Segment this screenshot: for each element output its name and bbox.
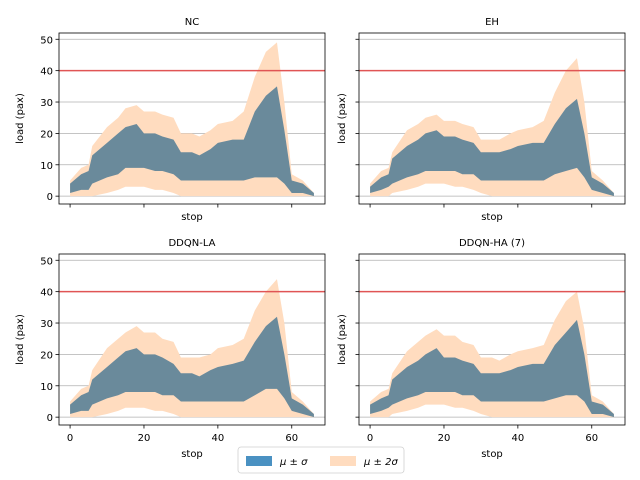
legend-label: μ ± 2σ <box>363 457 398 468</box>
y-tick-label: 0 <box>47 413 53 424</box>
subplot-2: 0 10 20 30 40 50 0 20 40 60 DDQN-LA stop load (pax) <box>15 238 326 460</box>
subplot-1: EH stop load (pax) <box>337 17 626 223</box>
x-axis-label: stop <box>481 212 503 223</box>
subplot-grid: 0 10 20 30 40 50 NC stop load (pax) EH stop load (p… <box>15 17 626 460</box>
x-tick-label: 0 <box>367 433 373 444</box>
y-axis-label: load (pax) <box>15 314 26 365</box>
y-tick-label: 20 <box>40 129 53 140</box>
x-axis-label: stop <box>481 449 503 460</box>
subplot-title: DDQN-HA (7) <box>459 238 525 249</box>
axes-frame <box>358 253 626 426</box>
x-tick-label: 20 <box>438 433 451 444</box>
band-1sigma <box>70 86 314 197</box>
y-tick-label: 40 <box>40 288 53 299</box>
y-axis-label: load (pax) <box>337 314 348 365</box>
x-tick-label: 60 <box>585 433 598 444</box>
subplot-title: EH <box>485 17 499 28</box>
plot-area <box>59 42 325 197</box>
x-axis-label: stop <box>181 449 203 460</box>
y-tick-label: 0 <box>47 192 53 203</box>
legend: μ ± σ μ ± 2σ <box>237 446 405 474</box>
y-tick-label: 40 <box>40 67 53 78</box>
band-1sigma <box>70 316 314 418</box>
legend-swatch <box>246 456 272 466</box>
plot-area <box>359 290 625 418</box>
y-tick-label: 20 <box>40 350 53 361</box>
plot-area <box>59 279 325 418</box>
axes-frame <box>58 253 326 426</box>
band-1sigma <box>370 319 614 418</box>
subplot-title: NC <box>185 17 199 28</box>
x-tick-label: 40 <box>211 433 224 444</box>
axes-frame <box>58 32 326 205</box>
y-tick-label: 50 <box>40 35 53 46</box>
subplot-0: 0 10 20 30 40 50 NC stop load (pax) <box>15 17 326 223</box>
x-tick-label: 60 <box>285 433 298 444</box>
x-tick-label: 40 <box>511 433 524 444</box>
y-tick-label: 50 <box>40 256 53 267</box>
y-tick-label: 30 <box>40 98 53 109</box>
subplot-3: 0 20 40 60 DDQN-HA (7) stop load (pax) <box>337 238 626 460</box>
axes-frame <box>358 32 626 205</box>
legend-label: μ ± σ <box>279 457 308 468</box>
y-tick-label: 10 <box>40 161 53 172</box>
legend-box <box>237 446 405 474</box>
y-tick-label: 10 <box>40 382 53 393</box>
y-tick-label: 30 <box>40 319 53 330</box>
x-tick-label: 20 <box>138 433 151 444</box>
x-axis-label: stop <box>181 212 203 223</box>
y-axis-label: load (pax) <box>15 93 26 144</box>
plot-area <box>359 58 625 197</box>
legend-swatch <box>330 456 356 466</box>
x-tick-label: 0 <box>67 433 73 444</box>
y-axis-label: load (pax) <box>337 93 348 144</box>
band-1sigma <box>370 98 614 197</box>
subplot-title: DDQN-LA <box>168 238 215 249</box>
